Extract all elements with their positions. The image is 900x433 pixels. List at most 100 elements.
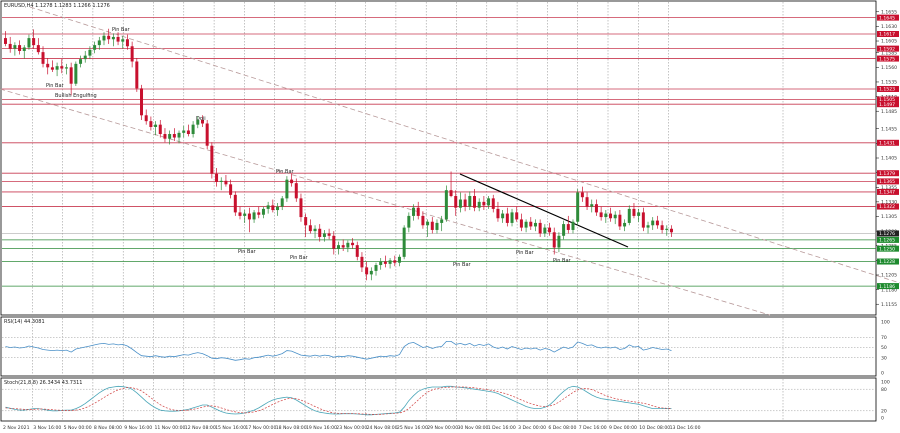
candle-body bbox=[421, 215, 425, 226]
candle-body bbox=[529, 221, 533, 227]
candle-body bbox=[594, 204, 598, 213]
candle-body bbox=[285, 179, 289, 199]
candle-body bbox=[79, 59, 83, 64]
pattern-annotations: Pin Bar Pin Bar Bullish Engulfing Doji Pin B… bbox=[46, 27, 572, 268]
time-tick-label: 30 Nov 08:00 bbox=[458, 425, 489, 431]
stoch-signal-line bbox=[5, 386, 672, 415]
candle-body bbox=[154, 124, 158, 127]
candle-body bbox=[585, 197, 589, 207]
candle-body bbox=[229, 184, 233, 195]
candle-body bbox=[186, 130, 190, 135]
candle-body bbox=[365, 267, 369, 275]
candle-body bbox=[505, 213, 509, 223]
candle-body bbox=[290, 179, 294, 184]
candle-body bbox=[313, 228, 317, 232]
support-price-label: 1.1186 bbox=[879, 284, 895, 290]
candle-body bbox=[571, 221, 575, 230]
candle-body bbox=[102, 35, 106, 41]
candle-body bbox=[552, 232, 556, 248]
candle-body bbox=[205, 123, 209, 146]
price-tick-label: 1.1485 bbox=[881, 109, 897, 115]
pattern-annotation: Pin Bar bbox=[112, 27, 131, 33]
price-tick-label: 1.1405 bbox=[881, 156, 897, 162]
candle-body bbox=[46, 63, 50, 68]
candle-body bbox=[487, 198, 491, 206]
candle-body bbox=[13, 45, 17, 49]
resistance-price-tag bbox=[877, 188, 899, 195]
price-tick-label: 1.1535 bbox=[881, 80, 897, 86]
stoch-panel-frame bbox=[0, 377, 877, 422]
pattern-annotation: Pin Bar bbox=[276, 169, 295, 175]
time-tick-label: 3 Nov 16:00 bbox=[33, 425, 61, 431]
candle-body bbox=[346, 242, 350, 248]
candle-body bbox=[280, 198, 284, 207]
candle-body bbox=[402, 227, 406, 257]
price-tick-label: 1.1585 bbox=[881, 50, 897, 56]
candle-body bbox=[397, 256, 401, 263]
candle-body bbox=[196, 119, 200, 125]
resistance-price-tag bbox=[877, 31, 899, 37]
price-tick-label: 1.1330 bbox=[881, 200, 897, 206]
candle-body bbox=[130, 46, 134, 62]
trendlines bbox=[0, 6, 900, 316]
resistance-price-label: 1.1322 bbox=[879, 204, 895, 210]
candle-body bbox=[473, 196, 476, 208]
stoch-tick-label: 20 bbox=[881, 409, 887, 415]
candle-body bbox=[651, 220, 655, 226]
candle-body bbox=[69, 67, 73, 84]
time-tick-label: 25 Nov 16:00 bbox=[397, 425, 428, 431]
candle-body bbox=[444, 190, 448, 220]
time-tick-label: 1 Dec 16:00 bbox=[488, 425, 516, 431]
candle-body bbox=[163, 134, 167, 139]
time-tick-label: 9 Dec 00:00 bbox=[609, 425, 637, 431]
candle-body bbox=[449, 190, 453, 197]
candle-body bbox=[609, 213, 613, 219]
time-tick-label: 24 Nov 08:00 bbox=[367, 425, 398, 431]
candle-body bbox=[360, 256, 364, 268]
stoch-label: Stoch(21,8,8) 26.3434 43.7311 bbox=[4, 380, 82, 386]
candle-body bbox=[463, 199, 467, 207]
resistance-price-tag bbox=[877, 45, 899, 52]
support-price-tag bbox=[877, 283, 899, 290]
resistance-price-label: 1.1645 bbox=[879, 15, 895, 21]
candle-body bbox=[482, 201, 486, 206]
candle-body bbox=[36, 45, 40, 53]
candle-body bbox=[332, 235, 336, 249]
candle-body bbox=[276, 206, 280, 211]
candle-body bbox=[27, 38, 31, 48]
candle-body bbox=[655, 220, 659, 226]
candle-body bbox=[430, 221, 434, 230]
candle-body bbox=[177, 132, 181, 138]
time-tick-label: 15 Nov 16:00 bbox=[215, 425, 246, 431]
candle-body bbox=[637, 212, 641, 216]
candle-body bbox=[496, 208, 500, 219]
candle-body bbox=[524, 221, 528, 228]
candle-body bbox=[393, 260, 397, 263]
candle-body bbox=[383, 261, 387, 264]
current-price-tag bbox=[877, 230, 899, 237]
candle-body bbox=[618, 214, 622, 227]
rsi-tick-label: 70 bbox=[881, 335, 887, 341]
resistance-price-tag bbox=[877, 101, 899, 108]
time-tick-label: 19 Nov 16:00 bbox=[306, 425, 337, 431]
candle-body bbox=[125, 39, 129, 47]
price-tick-label: 1.1455 bbox=[881, 126, 897, 132]
candle-body bbox=[8, 43, 12, 49]
resistance-price-tag bbox=[877, 178, 899, 185]
candle-body bbox=[407, 215, 411, 228]
pattern-annotation: Pin Bar bbox=[516, 250, 535, 256]
price-tick-label: 1.1305 bbox=[881, 214, 897, 220]
candle-body bbox=[158, 124, 162, 135]
candle-body bbox=[32, 38, 36, 46]
candle-body bbox=[121, 39, 125, 42]
candle-body bbox=[379, 261, 383, 266]
candle-body bbox=[219, 180, 223, 182]
candle-body bbox=[510, 212, 514, 223]
candle-body bbox=[327, 233, 331, 236]
resistance-price-label: 1.1379 bbox=[879, 171, 895, 177]
candle-body bbox=[576, 192, 580, 222]
candle-body bbox=[74, 63, 78, 84]
candle-body bbox=[355, 245, 359, 257]
price-tick-label: 1.1605 bbox=[881, 39, 897, 45]
